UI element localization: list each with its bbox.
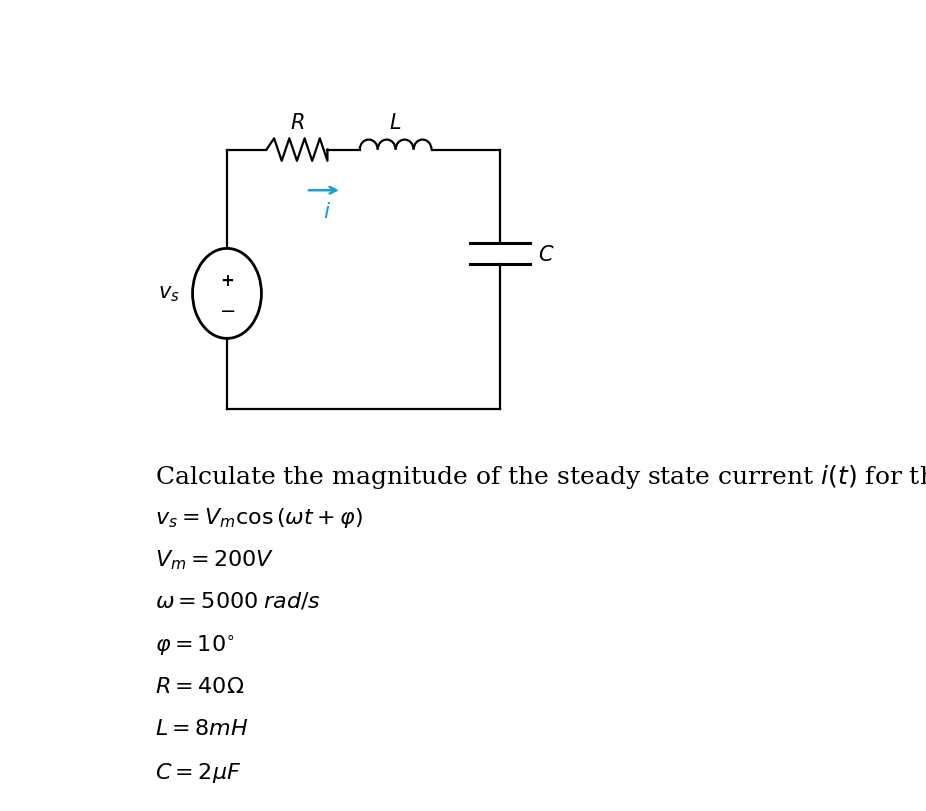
Text: $-$: $-$ bbox=[219, 299, 235, 319]
Text: $R$: $R$ bbox=[290, 113, 305, 133]
Text: $i$: $i$ bbox=[323, 202, 332, 222]
Text: $\varphi = 10^{\circ}$: $\varphi = 10^{\circ}$ bbox=[156, 633, 235, 657]
Text: +: + bbox=[220, 272, 234, 290]
Text: Calculate the magnitude of the steady state current $i(t)$ for the values: Calculate the magnitude of the steady st… bbox=[156, 462, 926, 491]
Text: $V_m = 200V$: $V_m = 200V$ bbox=[156, 547, 274, 571]
Text: $\omega = 5000\;\mathit{rad/s}$: $\omega = 5000\;\mathit{rad/s}$ bbox=[156, 590, 321, 612]
Text: $C$: $C$ bbox=[538, 244, 555, 264]
Text: $L$: $L$ bbox=[390, 113, 402, 133]
Text: $C = 2\mu F$: $C = 2\mu F$ bbox=[156, 760, 242, 784]
Text: $L = 8mH$: $L = 8mH$ bbox=[156, 718, 249, 740]
Text: $R = 40\Omega$: $R = 40\Omega$ bbox=[156, 675, 244, 697]
Text: $v_s = V_m\mathrm{cos}\,(\omega t + \varphi)$: $v_s = V_m\mathrm{cos}\,(\omega t + \var… bbox=[156, 505, 363, 529]
Text: $v_s$: $v_s$ bbox=[158, 284, 180, 304]
